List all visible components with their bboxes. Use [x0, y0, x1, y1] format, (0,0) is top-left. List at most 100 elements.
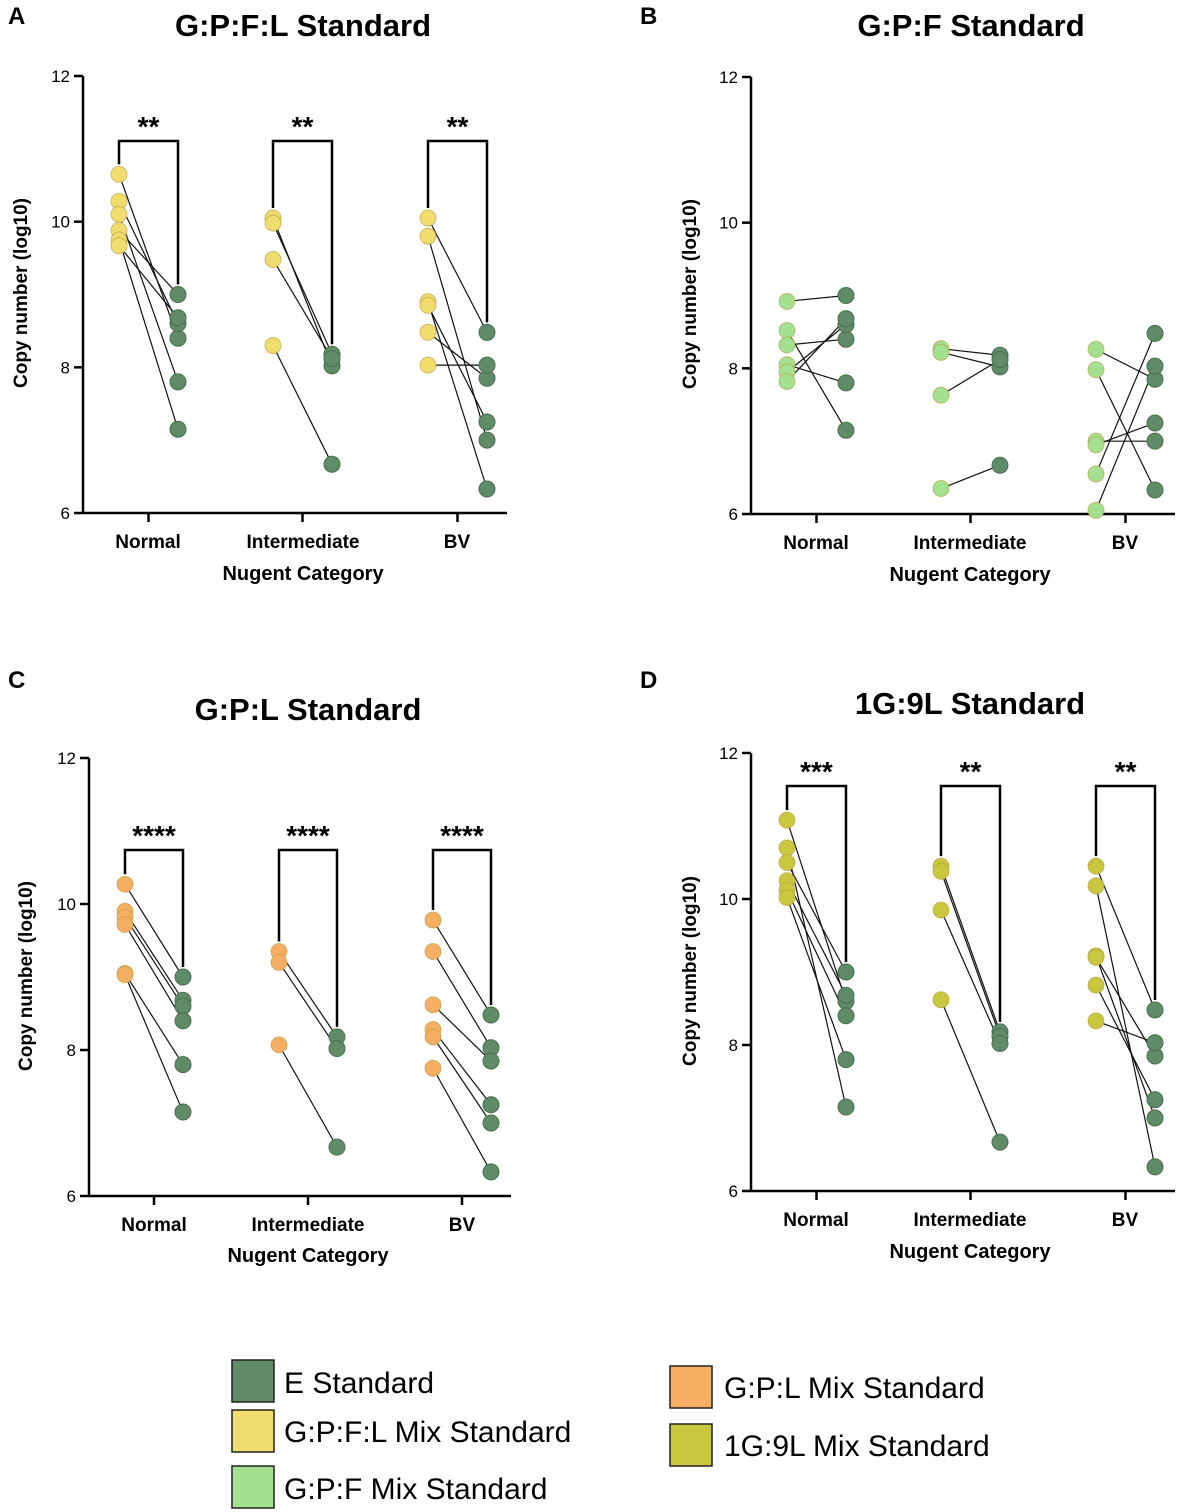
pair-line — [118, 239, 179, 430]
x-axis-label: Nugent Category — [227, 1245, 389, 1267]
x-axis-label: Nugent Category — [889, 1241, 1051, 1263]
mix-standard-point — [424, 1028, 442, 1046]
y-tick-label: 8 — [61, 358, 70, 377]
mix-standard-point — [424, 1059, 442, 1077]
e-standard-point — [1146, 481, 1164, 499]
pair-line — [786, 880, 847, 996]
mix-standard-point — [1087, 436, 1105, 454]
mix-standard-point — [778, 854, 796, 871]
mix-standard-point — [778, 372, 796, 390]
significance-stars: *** — [800, 756, 833, 787]
e-standard-point — [169, 420, 187, 438]
pair-line — [1095, 984, 1156, 1101]
pair-line — [940, 359, 1001, 396]
pair-line — [940, 999, 1001, 1143]
legend-swatch-gpl — [669, 1365, 713, 1409]
y-tick-label: 12 — [719, 744, 738, 763]
y-tick-label: 6 — [67, 1187, 76, 1206]
pair-line — [786, 318, 847, 382]
mix-standard-point — [419, 323, 437, 341]
e-standard-point — [1146, 432, 1164, 450]
y-tick-label: 12 — [719, 68, 738, 87]
mix-standard-point — [932, 343, 950, 361]
mix-standard-point — [932, 386, 950, 404]
x-tick-bv: BV — [444, 532, 471, 553]
pair-line — [118, 214, 179, 383]
y-tick-label: 10 — [719, 214, 738, 233]
e-standard-point — [478, 356, 496, 374]
mix-standard-point — [932, 901, 950, 919]
x-tick-intermediate: Intermediate — [914, 1210, 1027, 1231]
x-tick-normal: Normal — [783, 1210, 848, 1231]
mix-standard-point — [419, 227, 437, 245]
pair-line — [940, 865, 1001, 1033]
pair-line — [1095, 369, 1156, 491]
significance-stars: ** — [1115, 756, 1137, 787]
legend-swatch-gpf — [231, 1465, 275, 1509]
mix-standard-point — [778, 839, 796, 857]
pair-line — [272, 345, 333, 465]
legend-swatch-gpfl — [231, 1409, 275, 1453]
e-standard-point — [169, 373, 187, 391]
legend-label-gpf: G:P:F Mix Standard — [284, 1473, 547, 1506]
mix-standard-point — [116, 915, 134, 933]
pair-line — [124, 910, 184, 1001]
pair-line — [1095, 333, 1156, 475]
significance-stars: ** — [960, 756, 982, 787]
e-standard-point — [482, 1096, 500, 1114]
pair-line — [940, 871, 1001, 1037]
e-standard-point — [174, 1012, 192, 1030]
chart-title: G:P:L Standard — [195, 692, 422, 727]
mix-standard-point — [419, 209, 437, 227]
pair-line — [118, 245, 179, 319]
pair-line — [272, 222, 333, 355]
e-standard-point — [323, 350, 341, 368]
significance-bracket — [117, 139, 180, 285]
e-standard-point — [837, 330, 855, 348]
pair-line — [940, 909, 1001, 1044]
e-standard-point — [169, 309, 187, 327]
x-tick-normal: Normal — [121, 1215, 186, 1236]
y-tick-label: 6 — [729, 1182, 738, 1201]
e-standard-point — [1146, 1091, 1164, 1109]
e-standard-point — [837, 374, 855, 392]
pair-line — [278, 951, 338, 1038]
panel-d: 1G:9L Standard Copy number (log10) Norma… — [680, 686, 1175, 1263]
x-tick-intermediate: Intermediate — [247, 532, 360, 553]
significance-bracket — [431, 848, 493, 1005]
x-tick-intermediate: Intermediate — [914, 533, 1027, 554]
mix-standard-point — [1087, 1012, 1105, 1030]
pair-line — [427, 217, 488, 333]
mix-standard-point — [270, 953, 288, 971]
mix-standard-point — [264, 336, 282, 354]
mix-standard-point — [1087, 501, 1105, 519]
e-standard-point — [991, 456, 1009, 474]
significance-bracket — [277, 848, 339, 1027]
mix-standard-point — [110, 237, 128, 255]
e-standard-point — [1146, 1001, 1164, 1019]
y-axis-label: Copy number (log10) — [16, 881, 37, 1071]
pair-line — [940, 348, 1001, 356]
chart-title: 1G:9L Standard — [855, 686, 1085, 721]
e-standard-point — [478, 323, 496, 341]
pair-line — [427, 305, 488, 423]
mix-standard-point — [419, 296, 437, 314]
e-standard-point — [174, 1056, 192, 1074]
pair-line — [1095, 348, 1156, 380]
e-standard-point — [991, 1035, 1009, 1053]
pair-line — [1095, 365, 1156, 511]
e-standard-point — [174, 1103, 192, 1121]
x-tick-bv: BV — [1112, 533, 1139, 554]
pair-line — [432, 919, 492, 1016]
mix-standard-point — [1087, 948, 1105, 966]
pair-line — [124, 924, 184, 1022]
y-axis-label: Copy number (log10) — [680, 199, 701, 389]
mix-standard-point — [110, 165, 128, 183]
pair-line — [124, 916, 184, 1007]
mix-standard-point — [932, 991, 950, 1009]
significance-bracket — [426, 139, 489, 323]
y-tick-label: 10 — [51, 213, 70, 232]
e-standard-point — [837, 1098, 855, 1116]
e-standard-point — [837, 310, 855, 328]
y-tick-label: 6 — [729, 505, 738, 524]
